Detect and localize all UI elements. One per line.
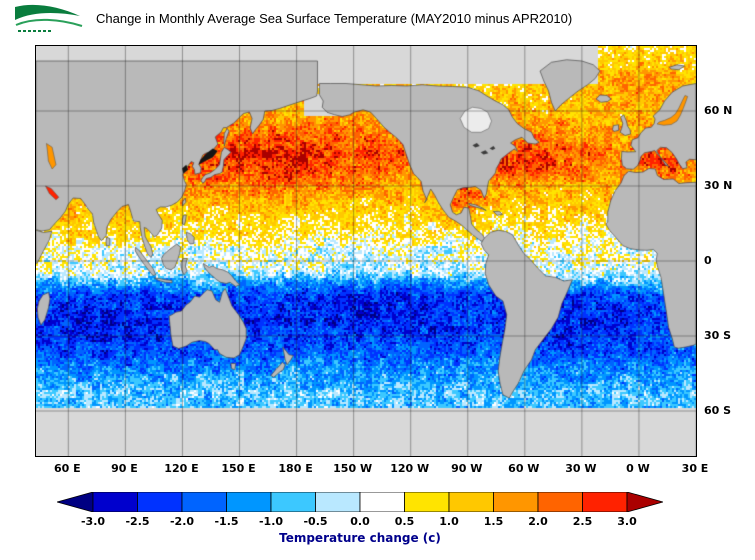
colorbar-segment bbox=[92, 492, 138, 512]
colorbar-tick-label: -0.5 bbox=[303, 515, 328, 528]
lon-label: 0 W bbox=[626, 462, 650, 475]
colorbar-segment bbox=[315, 492, 361, 512]
colorbar-segment bbox=[359, 492, 405, 512]
lon-label: 150 E bbox=[221, 462, 256, 475]
lon-label: 180 E bbox=[278, 462, 313, 475]
lat-label: 30 N bbox=[704, 179, 733, 192]
colorbar-tick-label: 0.5 bbox=[394, 515, 415, 528]
colorbar-segment bbox=[537, 492, 583, 512]
world-sst-map-canvas bbox=[36, 46, 696, 456]
colorbar-segment bbox=[181, 492, 227, 512]
colorbar-segment bbox=[582, 492, 628, 512]
colorbar-tick-label: 2.5 bbox=[572, 515, 593, 528]
lon-label: 150 W bbox=[333, 462, 373, 475]
colorbar-segment bbox=[404, 492, 450, 512]
colorbar bbox=[57, 492, 663, 512]
colorbar-tick-label: -3.0 bbox=[80, 515, 106, 528]
lon-label: 60 W bbox=[508, 462, 540, 475]
colorbar-tick-label: -1.5 bbox=[214, 515, 239, 528]
colorbar-tick-label: -2.0 bbox=[169, 515, 195, 528]
lat-label: 60 S bbox=[704, 404, 732, 417]
lat-label: 0 bbox=[704, 254, 712, 267]
lat-label: 30 S bbox=[704, 329, 732, 342]
colorbar-segment bbox=[493, 492, 539, 512]
page-title: Change in Monthly Average Sea Surface Te… bbox=[96, 11, 573, 26]
colorbar-left-arrow bbox=[57, 492, 94, 512]
colorbar-tick-label: -1.0 bbox=[258, 515, 284, 528]
colorbar-segment bbox=[270, 492, 316, 512]
logo-underline-icon bbox=[15, 18, 83, 27]
lon-label: 30 W bbox=[565, 462, 597, 475]
colorbar-segment bbox=[448, 492, 494, 512]
colorbar-segment bbox=[226, 492, 272, 512]
colorbar-tick-label: 1.0 bbox=[439, 515, 459, 528]
lon-label: 60 E bbox=[54, 462, 81, 475]
lon-label: 90 E bbox=[111, 462, 138, 475]
logo-swoosh-icon bbox=[15, 4, 80, 20]
agency-logo bbox=[15, 4, 83, 32]
lat-label: 60 N bbox=[704, 104, 733, 117]
colorbar-right-arrow bbox=[626, 492, 663, 512]
colorbar-segment bbox=[137, 492, 183, 512]
colorbar-caption: Temperature change (c) bbox=[279, 531, 441, 545]
colorbar-tick-label: 2.0 bbox=[528, 515, 548, 528]
lon-label: 120 W bbox=[390, 462, 430, 475]
colorbar-tick-label: 3.0 bbox=[617, 515, 637, 528]
lon-label: 30 E bbox=[681, 462, 709, 475]
colorbar-tick-label: 0.0 bbox=[350, 515, 370, 528]
map-frame bbox=[35, 45, 697, 457]
lon-label: 90 W bbox=[451, 462, 483, 475]
lon-label: 120 E bbox=[164, 462, 199, 475]
colorbar-tick-label: 1.5 bbox=[483, 515, 504, 528]
colorbar-tick-label: -2.5 bbox=[125, 515, 150, 528]
